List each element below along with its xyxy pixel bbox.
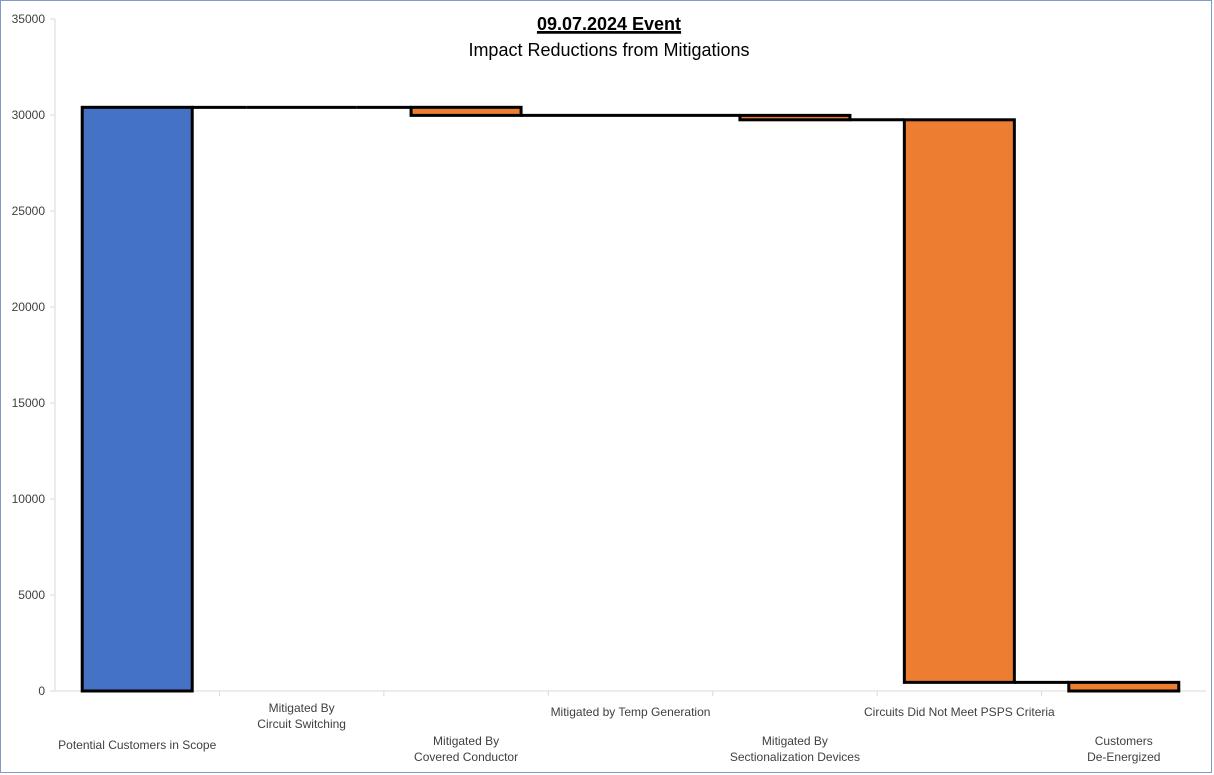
- category-label: Mitigated By Covered Conductor: [414, 734, 518, 764]
- category-label: Mitigated by Temp Generation: [551, 705, 711, 719]
- waterfall-bar: [1067, 680, 1181, 693]
- category-label-line: Customers: [1095, 734, 1153, 748]
- y-tick-label: 30000: [12, 108, 46, 122]
- label-layer: Potential Customers in Scope Mitigated By…: [58, 701, 1160, 764]
- category-label-line: Circuit Switching: [257, 717, 346, 731]
- category-label-line: Mitigated By: [762, 734, 828, 748]
- category-label-line: Circuits Did Not Meet PSPS Criteria: [864, 705, 1055, 719]
- y-tick-label: 5000: [18, 588, 45, 602]
- y-tick-label: 25000: [12, 204, 46, 218]
- category-label: Circuits Did Not Meet PSPS Criteria: [864, 705, 1055, 719]
- chart-subtitle: Impact Reductions from Mitigations: [468, 40, 749, 60]
- waterfall-bar: [902, 118, 1016, 684]
- waterfall-bar: [409, 105, 523, 117]
- y-tick-label: 0: [38, 684, 45, 698]
- bar-layer: [80, 105, 1181, 693]
- y-tick-label: 15000: [12, 396, 46, 410]
- category-label: Customers De-Energized: [1087, 734, 1160, 764]
- category-label-line: Mitigated By: [433, 734, 499, 748]
- category-label: Mitigated By Sectionalization Devices: [730, 734, 860, 764]
- category-label-line: Mitigated by Temp Generation: [551, 705, 711, 719]
- axis-layer: 0 5000 10000 15000 20000 25000 30000 35000: [12, 12, 1206, 698]
- category-label-line: Potential Customers in Scope: [58, 738, 216, 752]
- category-label: Mitigated By Circuit Switching: [257, 701, 346, 731]
- chart-title: 09.07.2024 Event: [537, 14, 681, 34]
- y-tick-label: 35000: [12, 12, 46, 26]
- y-tick-label: 10000: [12, 492, 46, 506]
- waterfall-bar: [738, 113, 852, 122]
- category-label-line: Sectionalization Devices: [730, 750, 860, 764]
- category-label-line: Mitigated By: [269, 701, 335, 715]
- waterfall-bar: [80, 105, 194, 693]
- category-label-line: De-Energized: [1087, 750, 1160, 764]
- y-tick-label: 20000: [12, 300, 46, 314]
- category-label-line: Covered Conductor: [414, 750, 518, 764]
- category-label: Potential Customers in Scope: [58, 738, 216, 752]
